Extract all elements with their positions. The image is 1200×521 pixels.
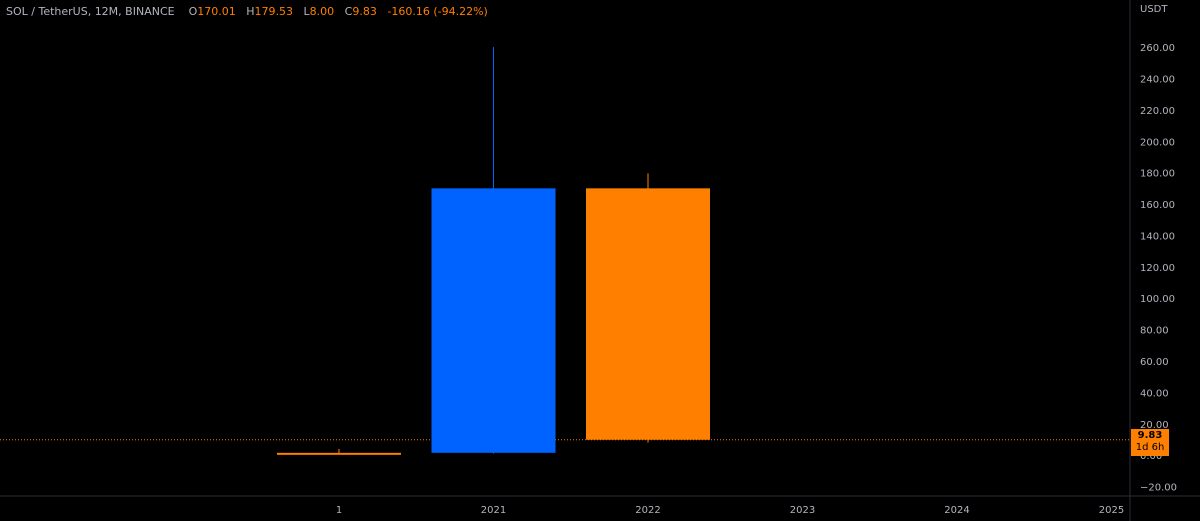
y-tick-label: 260.00 [1140, 43, 1175, 54]
y-tick-label: 80.00 [1140, 326, 1169, 337]
y-tick-label: −20.00 [1140, 483, 1177, 494]
y-tick-label: 120.00 [1140, 263, 1175, 274]
x-tick-label: 2024 [944, 505, 969, 516]
y-tick-label: 140.00 [1140, 231, 1175, 242]
y-tick-label: 20.00 [1140, 420, 1169, 431]
y-tick-label: 0.00 [1140, 451, 1162, 462]
close-label: C [344, 5, 353, 18]
y-tick-label: 200.00 [1140, 137, 1175, 148]
low-label: L [303, 5, 310, 18]
bar-countdown: 1d 6h [1135, 442, 1165, 453]
x-tick-label: 2025 [1099, 505, 1124, 516]
x-tick-label: 2023 [790, 505, 815, 516]
high-label: H [246, 5, 255, 18]
y-tick-label: 220.00 [1140, 106, 1175, 117]
x-tick-label: 2021 [481, 505, 506, 516]
axis-unit-label: USDT [1140, 4, 1168, 15]
last-price-label: 9.83 1d 6h [1131, 429, 1169, 456]
candle-body[interactable] [431, 188, 556, 453]
open-label: O [188, 5, 198, 18]
y-tick-label: 240.00 [1140, 74, 1175, 85]
y-tick-label: 100.00 [1140, 294, 1175, 305]
last-price-value: 9.83 [1137, 430, 1163, 441]
high-value: 179.53 [254, 5, 294, 18]
close-value: 9.83 [352, 5, 377, 18]
x-tick-label: 2022 [635, 505, 660, 516]
symbol-label[interactable]: SOL / TetherUS, 12M, BINANCE [6, 5, 175, 18]
y-tick-label: 40.00 [1140, 388, 1169, 399]
candle-body[interactable] [586, 188, 710, 440]
candle-body[interactable] [277, 452, 401, 455]
x-tick-label: 1 [336, 505, 342, 516]
y-tick-label: 160.00 [1140, 200, 1175, 211]
chart-legend: SOL / TetherUS, 12M, BINANCE O170.01 H17… [6, 5, 488, 18]
y-tick-label: 180.00 [1140, 169, 1175, 180]
change-value: -160.16 (-94.22%) [387, 5, 488, 18]
open-value: 170.01 [197, 5, 236, 18]
y-tick-label: 60.00 [1140, 357, 1169, 368]
low-value: 8.00 [309, 5, 335, 18]
